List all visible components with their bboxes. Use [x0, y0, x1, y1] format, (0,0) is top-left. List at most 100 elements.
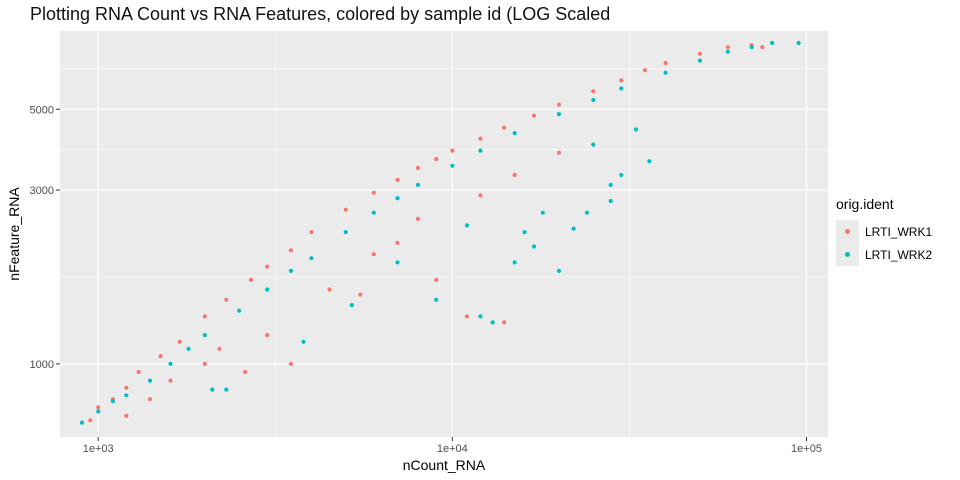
point-lrti-wrk1: [556, 150, 562, 155]
point-lrti-wrk1: [224, 297, 229, 302]
point-lrti-wrk1: [158, 354, 163, 359]
y-axis-ticks: 1000 3000 5000: [30, 104, 60, 371]
point-lrti-wrk1: [512, 172, 517, 178]
point-lrti-wrk2: [725, 49, 731, 54]
point-lrti-wrk2: [343, 230, 348, 235]
point-lrti-wrk2: [415, 182, 421, 187]
point-lrti-wrk2: [224, 387, 229, 392]
point-lrti-wrk1: [265, 333, 270, 338]
y-tick-label: 5000: [30, 104, 54, 116]
point-lrti-wrk2: [237, 308, 242, 313]
legend-label: LRTI_WRK1: [865, 224, 933, 239]
point-lrti-wrk1: [502, 320, 507, 325]
point-lrti-wrk1: [88, 418, 93, 423]
point-lrti-wrk1: [619, 78, 624, 83]
point-lrti-wrk1: [415, 216, 421, 221]
point-lrti-wrk1: [288, 248, 293, 253]
point-lrti-wrk2: [571, 226, 576, 231]
point-lrti-wrk1: [168, 378, 173, 383]
point-lrti-wrk1: [450, 148, 455, 153]
legend-key: [836, 220, 859, 243]
point-lrti-wrk2: [608, 182, 613, 187]
point-lrti-wrk1: [697, 51, 703, 56]
point-lrti-wrk2: [349, 303, 354, 308]
x-tick-label: 1e+04: [437, 443, 468, 455]
point-lrti-wrk2: [434, 297, 439, 302]
point-lrti-wrk1: [309, 230, 314, 235]
point-lrti-wrk2: [619, 86, 624, 91]
y-axis-title: nFeature_RNA: [6, 187, 22, 281]
point-lrti-wrk2: [663, 70, 668, 75]
point-lrti-wrk2: [490, 320, 495, 325]
point-lrti-wrk1: [478, 136, 483, 141]
x-tick-label: 1e+05: [791, 443, 822, 455]
point-lrti-wrk1: [177, 339, 182, 344]
point-lrti-wrk1: [502, 125, 507, 130]
point-lrti-wrk2: [633, 127, 639, 132]
point-lrti-wrk2: [450, 163, 455, 168]
point-lrti-wrk2: [265, 287, 270, 292]
point-lrti-wrk1: [358, 292, 363, 297]
legend-dot-wrk2: [845, 252, 850, 257]
point-lrti-wrk1: [760, 45, 765, 50]
y-tick-label: 1000: [30, 359, 54, 371]
point-lrti-wrk2: [478, 148, 483, 153]
point-lrti-wrk1: [288, 361, 293, 366]
point-lrti-wrk2: [168, 361, 173, 366]
point-lrti-wrk1: [415, 165, 421, 171]
point-lrti-wrk2: [478, 314, 483, 319]
point-lrti-wrk2: [288, 268, 293, 273]
point-lrti-wrk1: [265, 264, 270, 269]
point-lrti-wrk1: [434, 157, 439, 162]
point-lrti-wrk2: [512, 260, 517, 265]
point-lrti-wrk2: [202, 333, 207, 338]
point-lrti-wrk2: [186, 346, 191, 351]
legend-label: LRTI_WRK2: [865, 247, 933, 262]
point-lrti-wrk2: [531, 244, 537, 249]
point-lrti-wrk2: [647, 159, 652, 164]
point-lrti-wrk1: [202, 314, 207, 319]
x-tick-label: 1e+03: [83, 443, 114, 455]
point-lrti-wrk2: [770, 40, 775, 46]
point-lrti-wrk2: [522, 230, 527, 235]
legend-key: [836, 243, 859, 266]
minor-gridlines: [60, 31, 828, 437]
point-lrti-wrk1: [663, 60, 668, 66]
chart-title: Plotting RNA Count vs RNA Features, colo…: [30, 4, 611, 24]
point-lrti-wrk2: [796, 40, 801, 46]
point-lrti-wrk2: [697, 58, 703, 63]
point-lrti-wrk2: [464, 223, 470, 228]
plot-panel: [60, 31, 828, 437]
point-lrti-wrk1: [395, 177, 400, 182]
point-lrti-wrk2: [749, 45, 754, 50]
point-lrti-wrk2: [301, 339, 306, 344]
point-lrti-wrk1: [136, 369, 141, 375]
point-lrti-wrk1: [725, 45, 731, 50]
point-lrti-wrk2: [619, 172, 624, 178]
point-lrti-wrk2: [608, 198, 613, 204]
point-lrti-wrk2: [556, 112, 562, 117]
point-lrti-wrk2: [395, 260, 400, 265]
point-lrti-wrk2: [210, 387, 215, 392]
point-lrti-wrk1: [531, 113, 537, 118]
point-lrti-wrk2: [96, 409, 101, 414]
y-tick-label: 3000: [30, 185, 54, 197]
legend-dot-wrk1: [845, 229, 850, 234]
point-lrti-wrk2: [540, 210, 545, 215]
point-lrti-wrk2: [591, 142, 596, 147]
point-lrti-wrk2: [309, 256, 314, 261]
point-lrti-wrk2: [512, 131, 517, 136]
x-axis-ticks: 1e+03 1e+04 1e+05: [83, 437, 822, 455]
major-gridlines: [60, 31, 828, 437]
point-lrti-wrk1: [327, 287, 332, 292]
point-lrti-wrk2: [110, 399, 115, 404]
point-lrti-wrk1: [96, 405, 101, 410]
point-lrti-wrk1: [591, 89, 596, 94]
point-lrti-wrk2: [395, 196, 400, 201]
legend-title: orig.ident: [836, 196, 894, 212]
point-lrti-wrk1: [434, 277, 439, 282]
point-lrti-wrk2: [556, 268, 562, 273]
point-lrti-wrk1: [464, 314, 470, 319]
point-lrti-wrk1: [642, 68, 648, 73]
